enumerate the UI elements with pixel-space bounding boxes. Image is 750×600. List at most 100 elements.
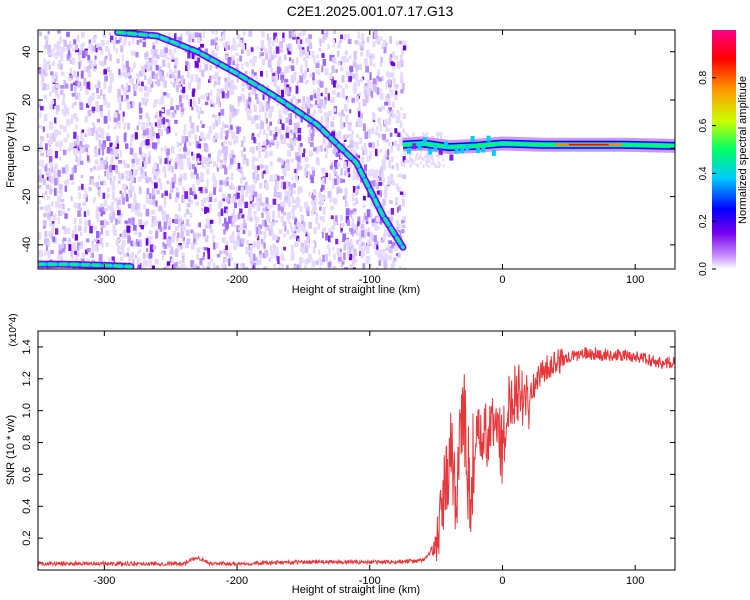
- noise-speck: [48, 52, 51, 56]
- noise-speck: [238, 126, 242, 132]
- noise-speck: [62, 237, 67, 242]
- noise-speck: [291, 196, 295, 204]
- noise-speck: [70, 251, 73, 258]
- noise-speck: [259, 254, 262, 261]
- noise-speck: [251, 116, 255, 124]
- noise-speck: [351, 130, 354, 135]
- noise-speck: [167, 119, 171, 128]
- noise-speck: [285, 229, 290, 235]
- noise-speck: [388, 240, 392, 245]
- noise-speck: [98, 207, 103, 212]
- noise-speck: [186, 30, 189, 36]
- noise-speck: [144, 57, 149, 61]
- noise-speck: [182, 224, 185, 232]
- noise-speck: [145, 238, 149, 246]
- noise-speck: [333, 198, 338, 205]
- noise-speck: [240, 178, 243, 184]
- noise-speck: [72, 267, 76, 269]
- noise-speck: [222, 145, 225, 151]
- noise-speck: [351, 247, 355, 252]
- noise-speck: [241, 214, 245, 219]
- noise-speck: [52, 136, 56, 142]
- noise-speck: [83, 78, 87, 86]
- noise-speck: [423, 155, 426, 159]
- noise-speck: [151, 71, 155, 79]
- noise-speck: [296, 163, 301, 171]
- noise-speck: [249, 244, 253, 253]
- noise-speck: [230, 55, 235, 61]
- noise-speck: [159, 115, 163, 120]
- noise-speck: [434, 164, 437, 168]
- noise-speck: [140, 171, 144, 179]
- noise-speck: [186, 238, 191, 245]
- noise-speck: [399, 142, 404, 147]
- noise-speck: [158, 155, 162, 159]
- noise-speck: [161, 98, 165, 104]
- noise-speck: [291, 176, 294, 181]
- noise-speck: [45, 245, 49, 251]
- noise-speck: [366, 49, 370, 58]
- noise-speck: [352, 224, 356, 230]
- noise-speck: [188, 131, 192, 138]
- noise-speck: [50, 52, 55, 57]
- noise-speck: [198, 187, 202, 191]
- noise-speck: [38, 124, 42, 129]
- noise-speck: [190, 260, 195, 268]
- noise-speck: [398, 205, 402, 211]
- noise-speck: [277, 203, 282, 211]
- noise-speck: [365, 65, 370, 73]
- noise-speck: [235, 186, 238, 194]
- noise-speck: [289, 234, 292, 240]
- noise-speck: [55, 90, 59, 97]
- noise-speck: [263, 202, 268, 207]
- noise-speck: [190, 243, 195, 250]
- noise-speck: [160, 108, 165, 113]
- noise-speck: [243, 154, 246, 161]
- noise-speck: [296, 218, 299, 226]
- noise-speck: [223, 248, 227, 255]
- noise-speck: [167, 164, 172, 172]
- noise-speck: [407, 135, 410, 139]
- noise-speck: [301, 152, 305, 158]
- noise-speck: [348, 247, 352, 254]
- noise-speck: [221, 91, 225, 99]
- noise-speck: [205, 207, 210, 213]
- noise-speck: [173, 263, 177, 269]
- noise-speck: [97, 188, 101, 197]
- noise-speck: [255, 196, 258, 201]
- noise-speck: [260, 163, 263, 169]
- noise-speck: [151, 209, 155, 215]
- noise-speck: [92, 68, 97, 72]
- noise-speck: [145, 113, 148, 119]
- noise-speck: [348, 76, 353, 82]
- noise-speck: [400, 60, 404, 68]
- noise-speck: [394, 55, 399, 60]
- noise-speck: [242, 31, 246, 36]
- noise-speck: [240, 223, 244, 227]
- noise-speck: [288, 43, 291, 51]
- noise-speck: [422, 164, 425, 168]
- noise-speck: [189, 115, 192, 123]
- noise-speck: [123, 36, 127, 44]
- noise-speck: [391, 109, 394, 113]
- noise-speck: [211, 52, 216, 59]
- noise-speck: [180, 32, 183, 40]
- noise-speck: [183, 140, 187, 148]
- noise-speck: [212, 124, 216, 130]
- noise-speck: [246, 62, 249, 68]
- noise-speck: [390, 217, 393, 225]
- noise-speck: [118, 159, 123, 164]
- noise-speck: [144, 64, 148, 69]
- noise-speck: [118, 121, 121, 129]
- noise-speck: [126, 230, 130, 238]
- noise-speck: [132, 185, 135, 190]
- noise-speck: [289, 183, 294, 192]
- noise-speck: [372, 141, 375, 149]
- noise-speck: [340, 121, 343, 129]
- noise-speck: [154, 59, 158, 67]
- noise-speck: [354, 73, 359, 81]
- noise-speck: [223, 167, 228, 175]
- noise-speck: [320, 92, 323, 97]
- noise-speck: [258, 193, 263, 201]
- noise-speck: [238, 185, 242, 191]
